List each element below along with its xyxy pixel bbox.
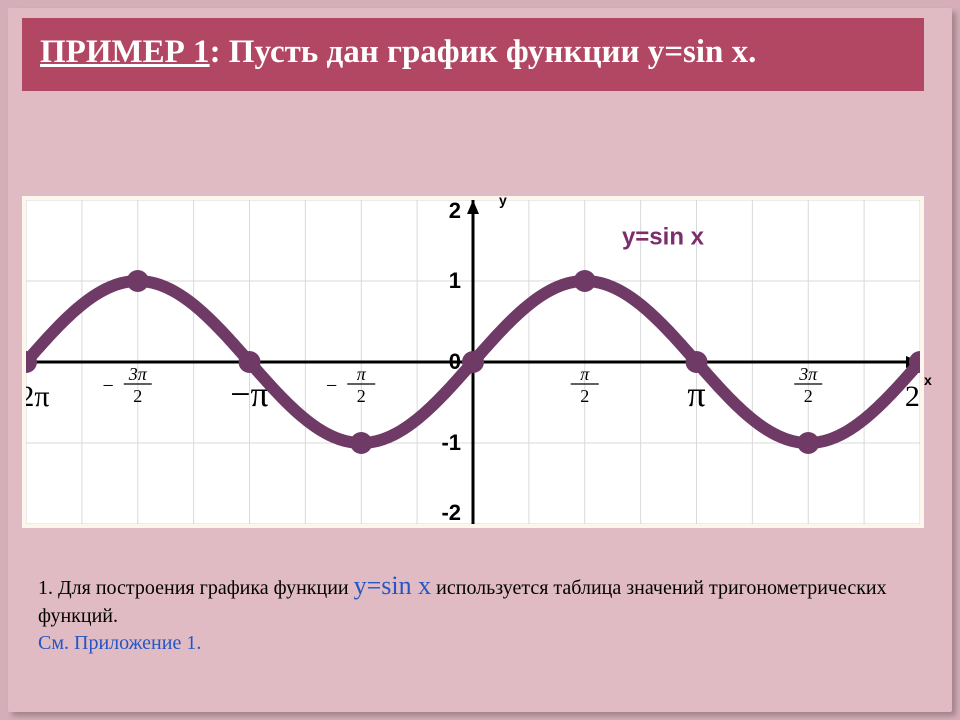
footer-num: 1. (38, 577, 53, 599)
svg-text:2: 2 (580, 386, 589, 406)
svg-text:2: 2 (357, 386, 366, 406)
svg-text:3π: 3π (128, 364, 148, 384)
slide: ПРИМЕР 1: Пусть дан график функции y=sin… (8, 8, 952, 712)
chart-container: -2-1012−2π3π2−−ππ2−π2π3π22πy=sin x (22, 196, 924, 528)
svg-text:−: − (326, 375, 337, 397)
footer-fn: y=sin x (354, 571, 432, 600)
svg-text:π: π (687, 374, 705, 414)
title-rest: : Пусть дан график функции y=sin x. (210, 34, 757, 70)
svg-text:−2π: −2π (26, 380, 50, 413)
title-label: ПРИМЕР 1 (40, 34, 210, 70)
svg-text:3π: 3π (798, 364, 818, 384)
footer-text: 1. Для построения графика функции y=sin … (38, 568, 918, 657)
svg-text:π: π (357, 364, 367, 384)
svg-text:-1: -1 (441, 430, 461, 455)
sine-chart: -2-1012−2π3π2−−ππ2−π2π3π22πy=sin x (26, 200, 920, 524)
footer-appendix: См. Приложение 1. (38, 632, 201, 654)
svg-text:2: 2 (133, 386, 142, 406)
svg-text:y=sin x: y=sin x (622, 224, 705, 251)
title-box: ПРИМЕР 1: Пусть дан график функции y=sin… (22, 18, 924, 91)
svg-text:2: 2 (449, 200, 461, 223)
x-axis-label: x (924, 372, 932, 388)
svg-text:1: 1 (449, 268, 461, 293)
svg-text:-2: -2 (441, 500, 461, 524)
svg-text:π: π (580, 364, 590, 384)
svg-text:2: 2 (804, 386, 813, 406)
y-axis-label: y (499, 192, 507, 208)
svg-text:−: − (102, 375, 113, 397)
footer-line1a: Для построения графика функции (58, 577, 354, 599)
